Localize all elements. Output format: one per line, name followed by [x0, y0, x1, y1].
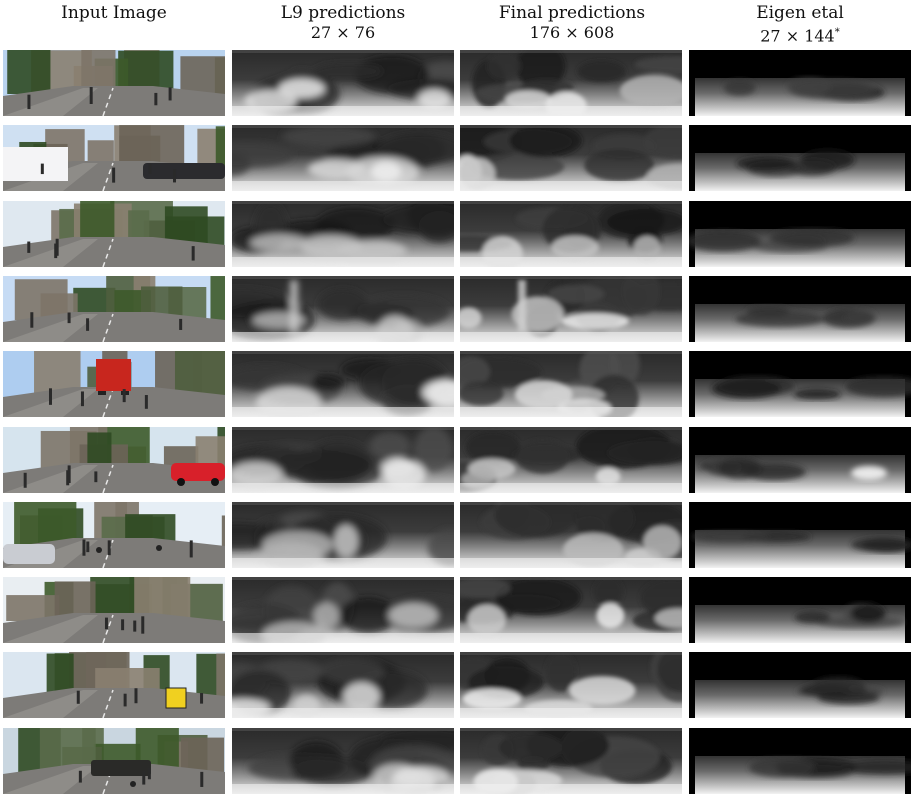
eigen-prediction — [689, 201, 911, 267]
column-header-l9: L9 predictions 27 × 76 — [229, 3, 457, 43]
input-image — [3, 728, 225, 794]
input-image — [3, 201, 225, 267]
input-image — [3, 427, 225, 493]
final-prediction — [460, 427, 682, 493]
l9-prediction — [232, 502, 454, 568]
l9-prediction — [232, 125, 454, 191]
input-image — [3, 50, 225, 116]
final-prediction — [460, 728, 682, 794]
input-image — [3, 652, 225, 718]
eigen-prediction — [689, 351, 911, 417]
l9-prediction — [232, 728, 454, 794]
final-prediction — [460, 276, 682, 342]
eigen-prediction — [689, 276, 911, 342]
eigen-prediction — [689, 125, 911, 191]
column-subtitle: 176 × 608 — [529, 23, 615, 42]
eigen-prediction — [689, 728, 911, 794]
column-header-input: Input Image — [0, 3, 228, 23]
column-header-eigen: Eigen etal 27 × 144* — [686, 3, 914, 46]
eigen-prediction — [689, 427, 911, 493]
eigen-prediction — [689, 652, 911, 718]
final-prediction — [460, 201, 682, 267]
column-title: Eigen etal — [756, 3, 844, 23]
column-subtitle: 27 × 144* — [760, 26, 840, 46]
column-title: L9 predictions — [280, 3, 406, 23]
final-prediction — [460, 351, 682, 417]
l9-prediction — [232, 351, 454, 417]
final-prediction — [460, 652, 682, 718]
column-subtitle: 27 × 76 — [310, 23, 376, 42]
input-image — [3, 502, 225, 568]
column-header-final: Final predictions 176 × 608 — [458, 3, 686, 43]
column-title: Final predictions — [498, 3, 646, 23]
final-prediction — [460, 50, 682, 116]
column-title: Input Image — [61, 3, 167, 23]
input-image — [3, 577, 225, 643]
eigen-prediction — [689, 50, 911, 116]
eigen-prediction — [689, 577, 911, 643]
final-prediction — [460, 125, 682, 191]
l9-prediction — [232, 201, 454, 267]
input-image — [3, 125, 225, 191]
l9-prediction — [232, 577, 454, 643]
eigen-prediction — [689, 502, 911, 568]
l9-prediction — [232, 427, 454, 493]
l9-prediction — [232, 50, 454, 116]
input-image — [3, 276, 225, 342]
l9-prediction — [232, 276, 454, 342]
l9-prediction — [232, 652, 454, 718]
input-image — [3, 351, 225, 417]
final-prediction — [460, 502, 682, 568]
final-prediction — [460, 577, 682, 643]
